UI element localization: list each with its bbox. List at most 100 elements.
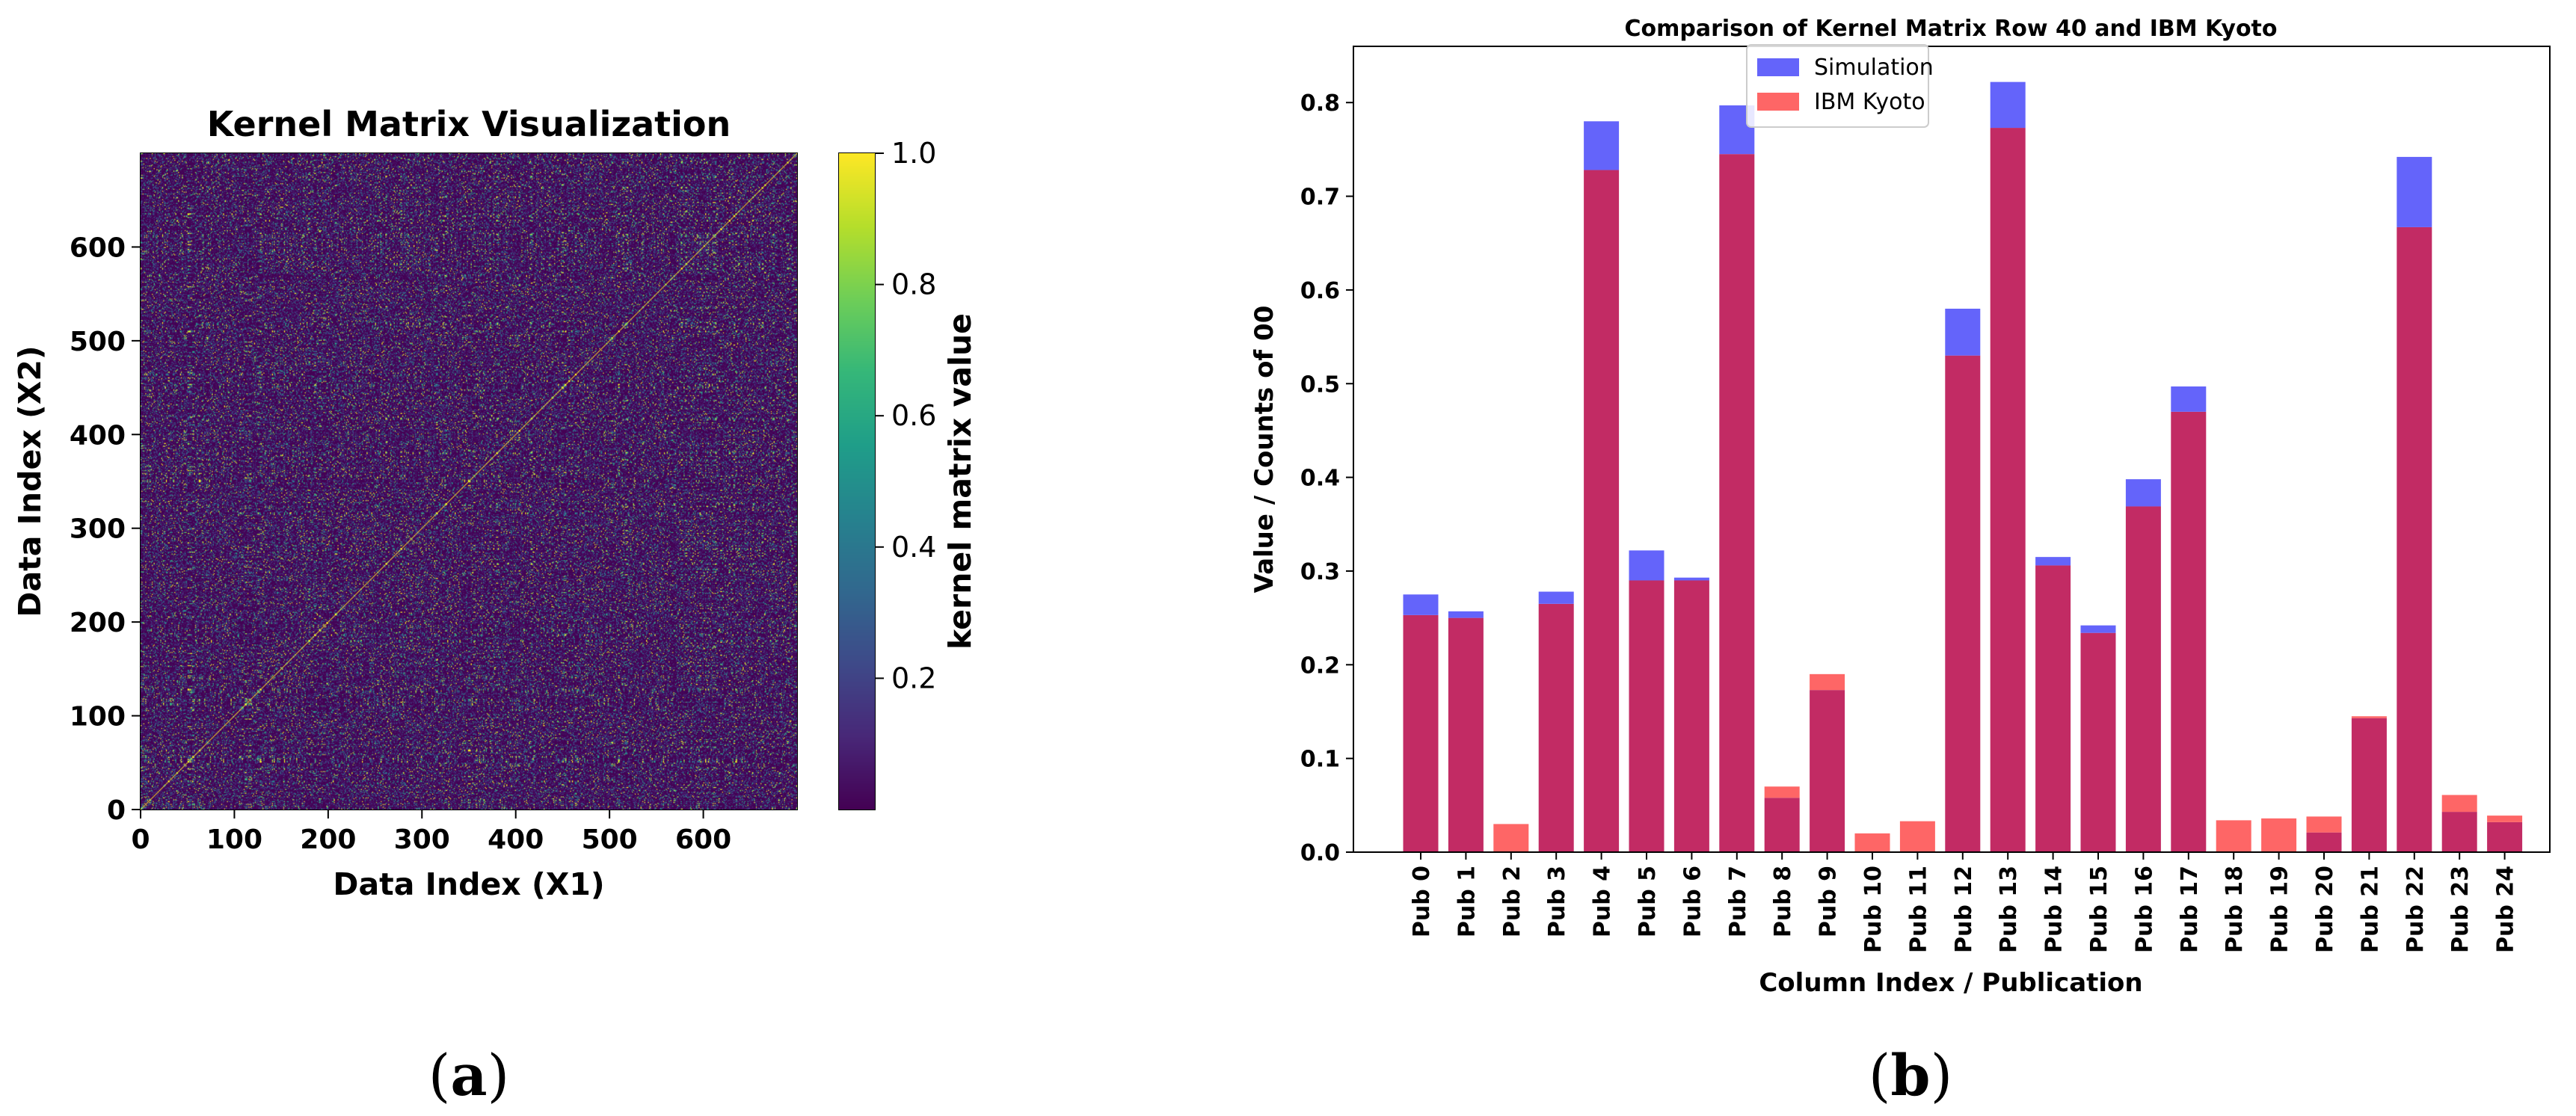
bar-ibm-kyoto [2306, 816, 2342, 833]
bar-x-tick-label: Pub 20 [2312, 866, 2338, 953]
colorbar-tick-label: 0.8 [891, 268, 936, 301]
bar-y-tick-label: 0.5 [1300, 372, 1340, 398]
colorbar-label: kernel matrix value [942, 313, 978, 650]
heatmap-x-tick-label: 300 [394, 824, 450, 855]
bar-x-tick-label: Pub 14 [2041, 866, 2068, 953]
bar-ibm-kyoto [2441, 795, 2477, 813]
bar-ibm-kyoto [1899, 821, 1935, 852]
heatmap-x-tick-label: 200 [300, 824, 356, 855]
bar-x-tick-label: Pub 6 [1679, 866, 1706, 937]
heatmap-x-ticks: 0 100 200 300 400 500 600 [131, 810, 731, 855]
bar-y-tick-label: 0.4 [1300, 466, 1340, 492]
bar-plot-frame [1353, 46, 2551, 853]
heatmap-y-tick-label: 200 [70, 608, 126, 638]
heatmap-y-tick-label: 500 [70, 327, 126, 357]
bar-overlap [2397, 226, 2432, 853]
bar-x-tick-label: Pub 11 [1905, 866, 1931, 953]
bar-y-tick-label: 0.2 [1300, 653, 1340, 679]
bar-x-tick-label: Pub 1 [1454, 866, 1480, 937]
heatmap-y-tick-label: 0 [107, 795, 126, 826]
heatmap-y-tick-label: 400 [70, 420, 126, 451]
bar-simulation [1538, 591, 1574, 604]
bar-ibm-kyoto [1764, 786, 1800, 798]
bar-chart-y-label: Value / Counts of 00 [1249, 306, 1279, 594]
bar-x-tick-label: Pub 21 [2357, 866, 2383, 953]
colorbar-tick-label: 1.0 [891, 137, 936, 170]
bar-x-tick-label: Pub 16 [2131, 866, 2157, 953]
bar-x-tick-label: Pub 19 [2267, 866, 2293, 953]
legend-label-simulation: Simulation [1814, 55, 1934, 81]
bar-y-tick-label: 0.8 [1300, 90, 1340, 117]
bar-simulation [2125, 479, 2161, 507]
heatmap-x-tick-label: 400 [488, 824, 544, 855]
bar-overlap [1629, 580, 1664, 852]
bar-x-tick-label: Pub 2 [1499, 866, 1525, 937]
bar-overlap [1810, 690, 1845, 852]
bar-ibm-kyoto [1854, 833, 1890, 852]
heatmap-title: Kernel Matrix Visualization [207, 104, 731, 144]
heatmap-y-ticks: 0 100 200 300 400 500 600 [70, 232, 141, 826]
bar-simulation [2035, 557, 2071, 566]
bar-simulation [2080, 625, 2116, 633]
legend-swatch-ibm-kyoto [1757, 93, 1799, 111]
bar-simulation [2397, 156, 2432, 227]
heatmap-x-tick-label: 600 [675, 824, 731, 855]
colorbar-ticks: 0.2 0.4 0.6 0.8 1.0 [875, 137, 936, 694]
heatmap-y-label: Data Index (X2) [12, 345, 48, 617]
bar-overlap [1673, 580, 1709, 852]
bar-overlap [1448, 617, 1484, 852]
bar-overlap [1719, 154, 1755, 852]
bar-ibm-kyoto [1493, 824, 1529, 852]
bar-overlap [2080, 632, 2116, 852]
bar-x-tick-label: Pub 12 [1951, 866, 1977, 953]
heatmap-panel: Kernel Matrix Visualization 0 100 200 300 40… [12, 104, 978, 902]
bar-overlap [2487, 821, 2523, 852]
bar-overlap [1403, 614, 1439, 852]
bar-x-tick-label: Pub 17 [2177, 866, 2203, 953]
bar-ibm-kyoto [2261, 818, 2297, 852]
bar-y-tick-label: 0.3 [1300, 559, 1340, 585]
bar-x-tick-label: Pub 9 [1816, 866, 1842, 937]
bar-overlap [1538, 603, 1574, 852]
bar-overlap [1584, 170, 1620, 853]
bar-overlap [1945, 355, 1981, 853]
colorbar-gradient [839, 153, 875, 810]
bar-y-tick-label: 0.0 [1300, 840, 1340, 866]
bar-simulation [1403, 594, 1439, 615]
bar-overlap [2351, 718, 2387, 852]
bar-overlap [2125, 506, 2161, 852]
bar-x-tick-label: Pub 7 [1725, 866, 1751, 937]
heatmap-x-tick-label: 100 [206, 824, 262, 855]
bar-ibm-kyoto [2216, 820, 2251, 852]
legend-label-ibm-kyoto: IBM Kyoto [1814, 89, 1925, 115]
bar-overlap [1990, 128, 2026, 853]
bar-chart-x-label: Column Index / Publication [1759, 968, 2142, 998]
kernel-heatmap [141, 153, 797, 810]
bar-simulation [1673, 577, 1709, 581]
bar-x-tick-label: Pub 18 [2222, 866, 2248, 953]
colorbar-tick-label: 0.2 [891, 662, 936, 694]
heatmap-x-label: Data Index (X1) [333, 866, 604, 902]
heatmap-y-tick-label: 100 [70, 702, 126, 733]
bar-y-tick-label: 0.1 [1300, 747, 1340, 773]
bar-y-ticks: 0.0 0.1 0.2 0.3 0.4 0.5 0.6 0.7 0.8 [1300, 90, 1353, 866]
bar-chart-panel: Comparison of Kernel Matrix Row 40 and I… [1249, 16, 2551, 998]
heatmap-x-tick-label: 500 [582, 824, 638, 855]
bar-x-tick-label: Pub 8 [1770, 866, 1796, 937]
bar-simulation [1629, 550, 1664, 581]
panel-label-a: (a) [428, 1042, 510, 1109]
bar-ibm-kyoto [1810, 673, 1845, 691]
bar-overlap [2035, 565, 2071, 852]
heatmap-y-tick-label: 300 [70, 514, 126, 545]
bar-x-tick-label: Pub 24 [2493, 866, 2519, 953]
colorbar-tick-label: 0.6 [891, 399, 936, 432]
heatmap-x-tick-label: 0 [131, 824, 150, 855]
bar-overlap [2171, 411, 2207, 852]
bar-x-tick-label: Pub 4 [1590, 866, 1616, 937]
bar-x-tick-label: Pub 10 [1860, 866, 1887, 953]
colorbar-tick-label: 0.4 [891, 531, 936, 564]
bar-simulation [1448, 611, 1484, 618]
bar-overlap [2306, 832, 2342, 852]
bar-x-tick-label: Pub 22 [2403, 866, 2429, 953]
bar-simulation [1990, 81, 2026, 129]
